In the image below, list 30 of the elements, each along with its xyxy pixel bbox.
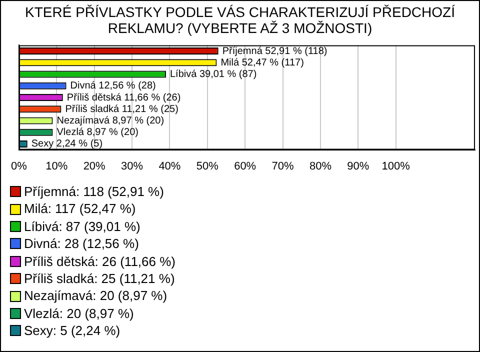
x-tick-label: 10%: [46, 160, 68, 172]
data-label: Sexy 2,24 % (5): [31, 138, 103, 150]
legend-label: Příliš sladká: 25 (11,21 %): [24, 270, 175, 288]
x-tick-label: 40%: [158, 160, 181, 172]
data-label: Příliš sladká 11,21 % (25): [65, 104, 178, 115]
x-tick-label: 20%: [83, 160, 106, 172]
data-label: Vlezlá 8,97 % (20): [56, 127, 138, 138]
legend-label: Milá: 117 (52,47 %): [24, 200, 136, 218]
legend-label: Sexy: 5 (2,24 %): [24, 322, 120, 340]
data-label: Příliš dětská 11,66 % (26): [66, 92, 181, 104]
x-tick-label: 30%: [121, 160, 144, 172]
chart-title: KTERÉ PŘÍVLASTKY PODLE VÁS CHARAKTERIZUJÍ PŘEDCHOZÍ REKLAMU? (VYBERTE AŽ 3 MOŽNOSTI): [25, 4, 456, 36]
x-tick-label: 60%: [234, 160, 256, 172]
legend-label: Příjemná: 118 (52,91 %): [24, 183, 164, 200]
x-tick-label: 80%: [309, 160, 332, 172]
x-tick-label: 70%: [272, 160, 294, 172]
x-tick-label: 0%: [10, 160, 28, 172]
legend-label: Divná: 28 (12,56 %): [24, 235, 139, 253]
legend-label: Příliš dětská: 26 (11,66 %): [24, 252, 176, 270]
data-label: Příjemná 52,91 % (118): [222, 46, 328, 57]
legend-label: Nezajímavá: 20 (8,97 %): [24, 287, 168, 305]
x-tick-label: 50%: [196, 160, 219, 172]
data-label: Líbivá 39,01 % (87): [170, 69, 257, 80]
data-label: Nezajímavá 8,97 % (20): [56, 115, 164, 126]
x-tick-label: 90%: [347, 160, 370, 172]
data-label: Divná 12,56 % (28): [70, 80, 156, 92]
x-tick-label: 100%: [382, 160, 410, 172]
legend-label: Vlezlá: 20 (8,97 %): [24, 304, 134, 322]
legend-label: Líbivá: 87 (39,01 %): [24, 218, 140, 236]
data-label: Milá 52,47 % (117): [220, 57, 304, 68]
